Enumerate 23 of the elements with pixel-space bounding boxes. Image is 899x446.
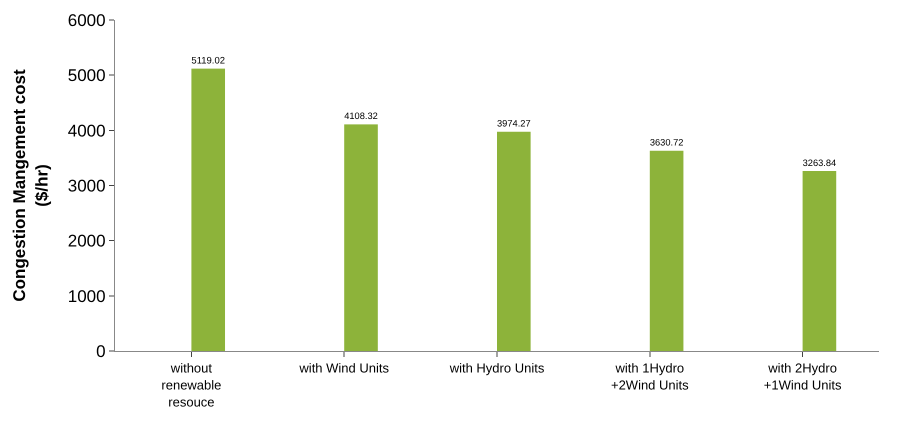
y-tick-label: 1000 (68, 286, 106, 306)
y-tick-label: 2000 (68, 232, 106, 251)
bar (802, 170, 836, 351)
y-tick-label: 4000 (68, 121, 106, 140)
x-tick-label: without renewable resouce (161, 360, 222, 410)
x-tick-label: with 1Hydro +2Wind Units (610, 360, 690, 392)
y-tick-label: 5000 (68, 66, 106, 86)
y-tick-label: 0 (96, 342, 106, 361)
y-tick-label: 6000 (68, 10, 106, 30)
bar (497, 132, 531, 351)
data-label: 5119.02 (191, 55, 226, 66)
x-tick-label: with Hydro Units (448, 360, 545, 376)
bar (650, 150, 684, 351)
bar (344, 124, 378, 351)
data-label: 3263.84 (802, 158, 836, 168)
y-axis-title: Congestion Mangement cost ($/hr) (10, 68, 52, 302)
data-label: 3974.27 (497, 118, 531, 129)
x-tick-label: with 2Hydro +1Wind Units (764, 360, 842, 392)
y-tick-label: 3000 (68, 176, 106, 196)
data-label: 3630.72 (650, 138, 684, 148)
data-label: 4108.32 (344, 111, 378, 122)
x-tick-label: with Wind Units (298, 360, 390, 376)
bar (191, 68, 226, 351)
